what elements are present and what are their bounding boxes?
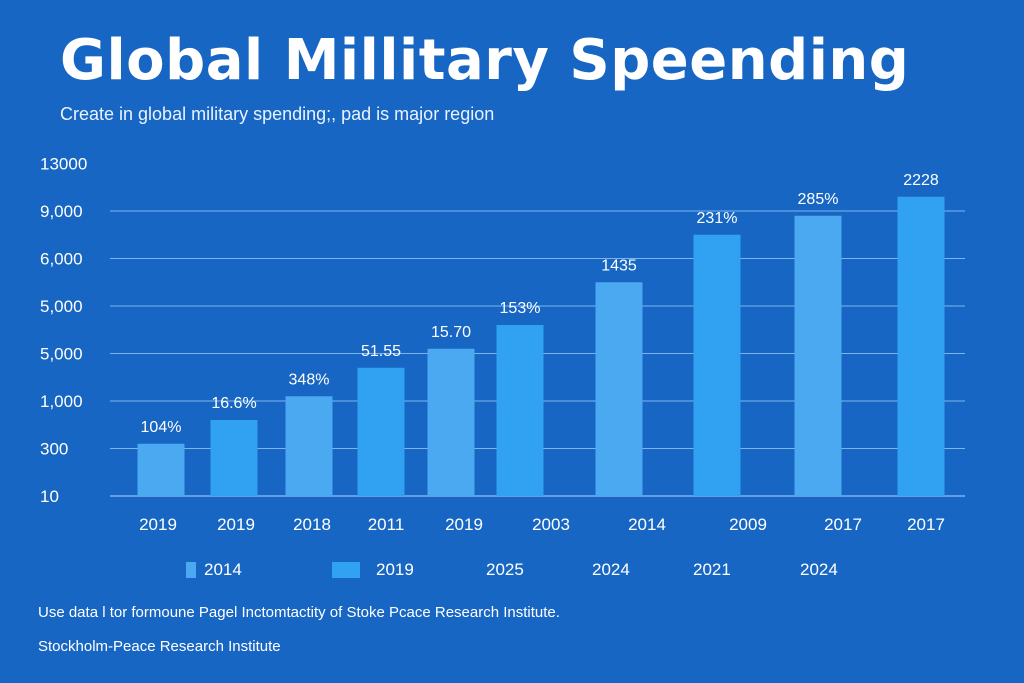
y-tick-label: 5,000 xyxy=(40,297,83,316)
bar-chart: 13000 9,000 6,000 5,000 5,000 1,000 300 10 104% 2… xyxy=(40,155,965,534)
legend-item: 2024 xyxy=(592,560,630,580)
bar xyxy=(357,367,405,496)
x-tick-label: 2009 xyxy=(729,515,767,534)
bar xyxy=(595,282,643,496)
chart-title: Global Millitary Speending xyxy=(60,28,910,93)
bar xyxy=(897,196,945,496)
data-label: 231% xyxy=(697,210,738,227)
bar xyxy=(285,396,333,496)
legend: 2014 2019 2025 2024 2021 2024 xyxy=(0,560,1024,584)
bar xyxy=(794,215,842,496)
data-label: 1435 xyxy=(601,257,637,274)
bar xyxy=(496,325,544,496)
legend-label: 2025 xyxy=(486,560,524,579)
x-tick-label: 2003 xyxy=(532,515,570,534)
chart-subtitle: Create in global military spending;, pad… xyxy=(60,104,495,124)
x-tick-label: 2019 xyxy=(139,515,177,534)
legend-swatch-icon xyxy=(332,562,360,578)
legend-item: 2025 xyxy=(486,560,524,580)
bar xyxy=(693,234,741,496)
x-tick-label: 2019 xyxy=(445,515,483,534)
data-label: 15.70 xyxy=(431,324,471,341)
y-tick-label: 9,000 xyxy=(40,202,83,221)
legend-label: 2024 xyxy=(800,560,838,579)
legend-label: 2021 xyxy=(693,560,731,579)
data-label: 153% xyxy=(500,300,541,317)
y-tick-label: 1,000 xyxy=(40,392,83,411)
y-tick-label: 13000 xyxy=(40,155,87,174)
y-tick-label: 6,000 xyxy=(40,250,83,269)
y-tick-label: 10 xyxy=(40,487,59,506)
x-tick-label: 2017 xyxy=(907,515,945,534)
legend-swatch-icon xyxy=(186,562,196,578)
source-note: Use data l tor formoune Pagel Inctomtact… xyxy=(38,604,560,621)
bar xyxy=(210,420,258,496)
data-label: 51.55 xyxy=(361,343,401,360)
legend-label: 2024 xyxy=(592,560,630,579)
bar xyxy=(427,348,475,496)
y-tick-label: 5,000 xyxy=(40,345,83,364)
x-tick-label: 2019 xyxy=(217,515,255,534)
x-tick-label: 2014 xyxy=(628,515,666,534)
x-tick-label: 2018 xyxy=(293,515,331,534)
legend-label: 2019 xyxy=(376,560,414,579)
legend-item: 2021 xyxy=(693,560,731,580)
source-organization: Stockholm-Peace Research Institute xyxy=(38,638,281,655)
data-label: 348% xyxy=(289,371,330,388)
data-label: 285% xyxy=(798,191,839,208)
data-label: 16.6% xyxy=(211,395,256,412)
y-tick-label: 300 xyxy=(40,440,68,459)
legend-item: 2019 xyxy=(332,560,414,580)
legend-label: 2014 xyxy=(204,560,242,579)
x-tick-label: 2017 xyxy=(824,515,862,534)
data-label: 104% xyxy=(141,419,182,436)
legend-item: 2014 xyxy=(186,560,242,580)
legend-item: 2024 xyxy=(800,560,838,580)
data-label: 2228 xyxy=(903,172,939,189)
bar xyxy=(137,443,185,496)
x-tick-label: 2011 xyxy=(368,515,405,534)
